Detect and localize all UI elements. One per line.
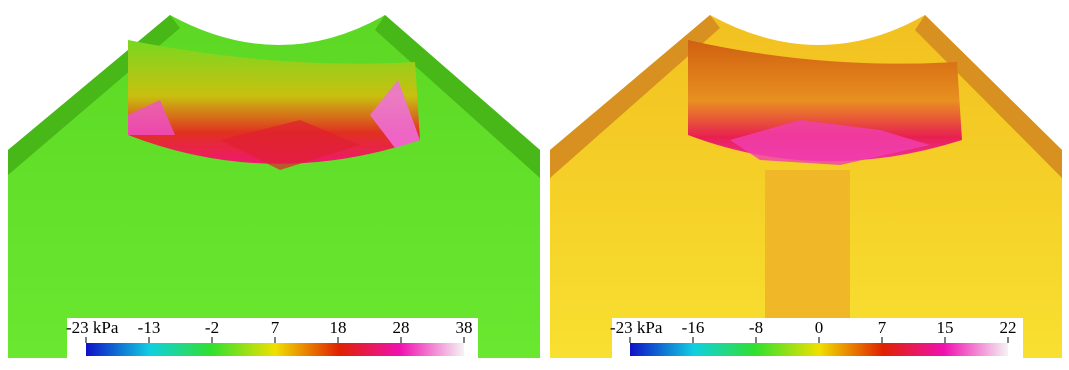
colorbar-tick-label: 7 — [878, 318, 887, 337]
hot-spot — [220, 120, 360, 170]
colorbar-tick-label: 18 — [330, 318, 347, 337]
colorbar-tick-label: 7 — [271, 318, 280, 337]
right-plot — [550, 15, 1062, 358]
hot-spot — [128, 100, 175, 135]
colorbar-tick-label: 28 — [393, 318, 410, 337]
colorbar-tick-label: -23 kPa — [66, 318, 119, 337]
colorbar-tick-label: 0 — [815, 318, 824, 337]
inset — [128, 40, 420, 164]
colorbar-tick-label: 22 — [1000, 318, 1017, 337]
colorbar-tick-label: -16 — [682, 318, 705, 337]
inset — [688, 40, 962, 162]
hot-spot — [730, 120, 930, 165]
colorbar-tick-label: -2 — [205, 318, 219, 337]
edge-shade — [550, 15, 720, 178]
colorbar-tick-label: -13 — [138, 318, 161, 337]
colorbar-tick-label: 38 — [456, 318, 473, 337]
colorbar — [86, 343, 464, 356]
hot-spot — [370, 80, 420, 148]
left-plot — [8, 15, 540, 358]
edge-shade — [915, 15, 1062, 178]
colorbar-tick-label: 15 — [937, 318, 954, 337]
colorbar-tick-label: -23 kPa — [610, 318, 663, 337]
edge-shade — [375, 15, 540, 178]
colorbar-tick-label: -8 — [749, 318, 763, 337]
colorbar — [630, 343, 1008, 356]
